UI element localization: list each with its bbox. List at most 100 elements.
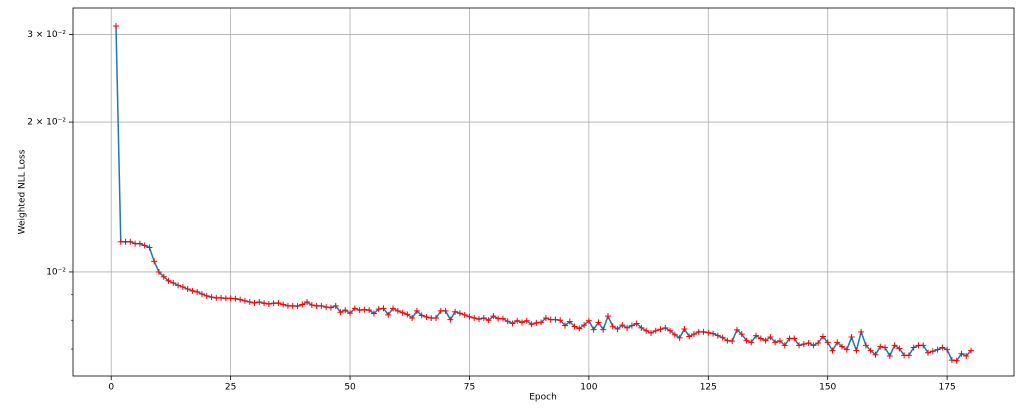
data-marker: [633, 320, 640, 327]
y-tick-label: 3 × 10⁻²: [27, 30, 66, 40]
data-marker: [925, 349, 932, 356]
plot-frame: [72, 7, 1015, 377]
data-marker: [647, 329, 654, 336]
data-marker: [490, 313, 497, 320]
data-marker: [557, 317, 564, 324]
data-marker: [151, 258, 158, 265]
data-marker: [862, 342, 869, 349]
data-marker: [604, 313, 611, 320]
data-marker: [953, 357, 960, 364]
data-marker: [523, 317, 530, 324]
data-marker: [743, 337, 750, 344]
data-marker: [342, 307, 349, 314]
data-marker: [872, 351, 879, 358]
data-marker: [819, 333, 826, 340]
data-marker: [714, 332, 721, 339]
data-marker: [643, 327, 650, 334]
data-marker: [934, 346, 941, 353]
data-marker: [858, 328, 865, 335]
data-marker: [905, 352, 912, 359]
data-marker: [738, 331, 745, 338]
data-marker: [968, 347, 975, 354]
data-marker: [839, 343, 846, 350]
data-marker: [815, 339, 822, 346]
data-marker: [910, 344, 917, 351]
data-marker: [552, 316, 559, 323]
data-marker: [232, 295, 239, 302]
x-tick-label: 75: [464, 383, 475, 393]
data-marker: [963, 352, 970, 359]
x-tick-label: 175: [939, 383, 956, 393]
data-marker: [566, 318, 573, 325]
data-marker: [280, 301, 287, 308]
data-marker: [251, 300, 258, 307]
data-marker: [184, 286, 191, 293]
data-marker: [585, 317, 592, 324]
data-marker: [676, 334, 683, 341]
data-marker: [886, 352, 893, 359]
data-marker: [241, 297, 248, 304]
data-marker: [175, 282, 182, 289]
data-marker: [141, 242, 148, 249]
x-tick-label: 100: [580, 383, 597, 393]
data-marker: [485, 317, 492, 324]
x-tick-label: 50: [344, 383, 356, 393]
data-marker: [299, 301, 306, 308]
data-marker: [466, 313, 473, 320]
data-marker: [762, 337, 769, 344]
data-marker: [471, 315, 478, 322]
data-marker: [528, 321, 535, 328]
data-marker: [690, 331, 697, 338]
data-marker: [480, 315, 487, 322]
data-marker: [394, 307, 401, 314]
data-marker: [189, 287, 196, 294]
data-line: [115, 25, 972, 362]
x-axis-label: Epoch: [529, 393, 557, 403]
data-marker: [581, 322, 588, 329]
data-marker: [509, 320, 516, 327]
data-marker: [576, 325, 583, 332]
data-marker: [409, 315, 416, 322]
data-marker: [600, 326, 607, 333]
data-marker: [356, 307, 363, 314]
data-marker: [538, 319, 545, 326]
data-marker: [929, 348, 936, 355]
data-marker: [327, 304, 334, 311]
data-marker: [628, 322, 635, 329]
data-marker: [203, 292, 210, 299]
data-marker: [733, 326, 740, 333]
data-marker: [433, 315, 440, 322]
data-marker: [958, 350, 965, 357]
data-marker: [671, 331, 678, 338]
data-marker: [767, 334, 774, 341]
data-marker: [939, 344, 946, 351]
data-marker: [753, 332, 760, 339]
data-marker: [165, 277, 172, 284]
data-marker: [456, 310, 463, 317]
data-marker: [781, 342, 788, 349]
y-tick-label: 10⁻²: [46, 267, 66, 277]
data-marker: [375, 306, 382, 313]
data-marker: [595, 319, 602, 326]
data-marker: [499, 315, 506, 322]
data-marker: [686, 333, 693, 340]
x-tick-label: 125: [700, 383, 717, 393]
data-marker: [796, 342, 803, 349]
data-marker: [624, 324, 631, 331]
data-marker: [476, 316, 483, 323]
data-marker: [198, 291, 205, 298]
data-marker: [609, 323, 616, 330]
data-marker: [514, 317, 521, 324]
data-marker: [332, 302, 339, 309]
data-marker: [619, 322, 626, 329]
data-marker: [246, 299, 253, 306]
data-marker: [447, 316, 454, 323]
data-marker: [729, 338, 736, 345]
data-marker: [662, 324, 669, 331]
data-marker: [772, 339, 779, 346]
data-marker: [824, 339, 831, 346]
data-marker: [237, 296, 244, 303]
data-marker: [423, 313, 430, 320]
data-marker: [542, 315, 549, 322]
